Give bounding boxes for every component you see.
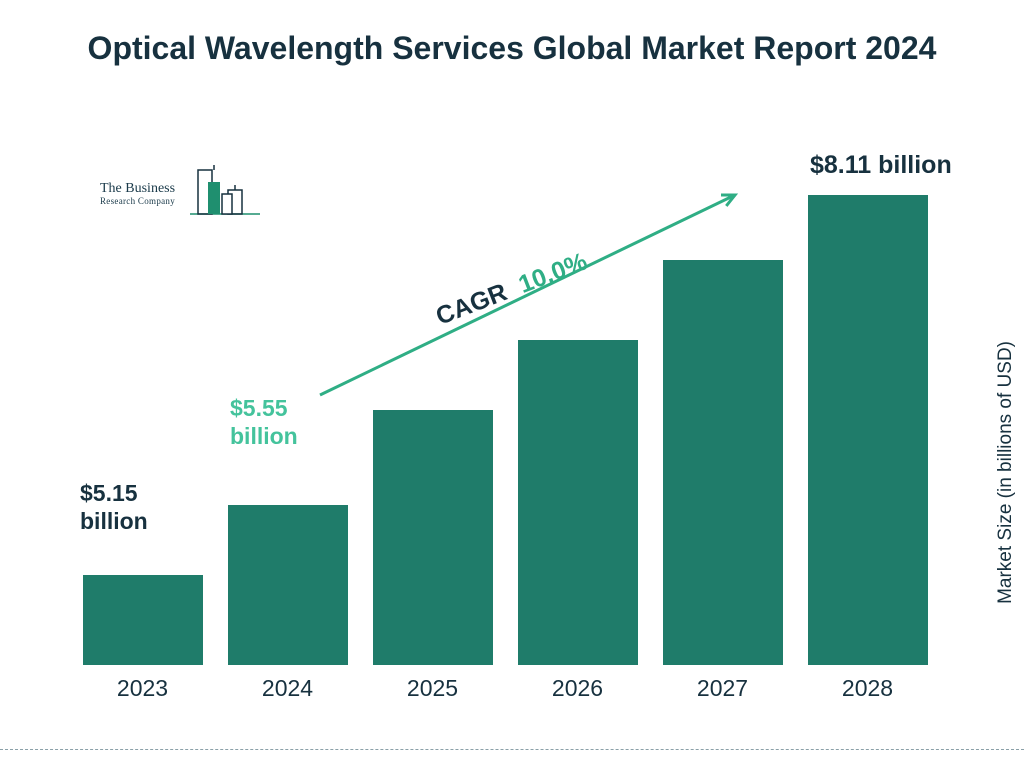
x-axis-label: 2026 <box>518 665 638 702</box>
bar-slot <box>518 340 638 665</box>
chart-title: Optical Wavelength Services Global Marke… <box>0 0 1024 68</box>
bar <box>663 260 783 665</box>
bar-slot <box>228 505 348 665</box>
value-label: $5.55billion <box>230 395 298 450</box>
value-label: $8.11 billion <box>810 150 952 180</box>
plot-area <box>70 145 940 665</box>
bar <box>228 505 348 665</box>
bar-slot <box>663 260 783 665</box>
x-axis-label: 2028 <box>808 665 928 702</box>
bar <box>83 575 203 665</box>
x-axis-label: 2023 <box>83 665 203 702</box>
bar-slot <box>373 410 493 665</box>
bar-slot <box>83 575 203 665</box>
x-axis: 2023 2024 2025 2026 2027 2028 <box>70 665 940 702</box>
bar <box>373 410 493 665</box>
value-label: $5.15billion <box>80 480 148 535</box>
footer-divider <box>0 749 1024 750</box>
x-axis-label: 2024 <box>228 665 348 702</box>
bar <box>808 195 928 665</box>
x-axis-label: 2027 <box>663 665 783 702</box>
bar <box>518 340 638 665</box>
bar-slot <box>808 195 928 665</box>
bar-chart: 2023 2024 2025 2026 2027 2028 <box>70 145 940 700</box>
y-axis-label: Market Size (in billions of USD) <box>995 341 1017 604</box>
x-axis-label: 2025 <box>373 665 493 702</box>
